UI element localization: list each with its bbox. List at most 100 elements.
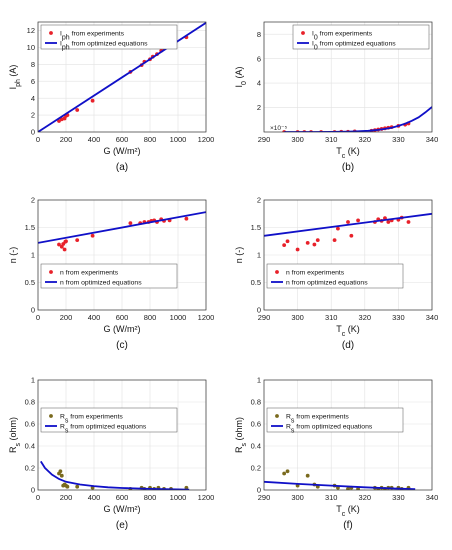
data-point — [57, 119, 61, 123]
y-axis-label: Rs (ohm) — [8, 417, 22, 453]
data-point — [285, 469, 290, 474]
legend-entry: I0 from optimized equations — [312, 41, 396, 52]
data-point — [59, 473, 64, 478]
y-tick-label: 1 — [257, 376, 261, 385]
y-tick-label: 12 — [27, 26, 35, 35]
x-tick-label: 200 — [60, 135, 73, 144]
panel-label: (a) — [116, 162, 128, 173]
legend-entry: Rs from experiments — [286, 414, 349, 425]
data-point — [75, 108, 80, 112]
x-axis-label: G (W/m²) — [104, 504, 141, 514]
data-point — [57, 242, 61, 247]
x-tick-label: 320 — [359, 135, 372, 144]
y-tick-label: 0 — [31, 128, 35, 137]
chart-panel-3: 0 200 400 600 800 1000 1200 0 0.5 1 1.5 2 G (W/m²) n … — [8, 196, 214, 351]
data-point — [346, 487, 350, 490]
legend-entry: n from experiments — [286, 270, 345, 277]
x-tick-label: 290 — [258, 135, 271, 144]
legend-box — [266, 407, 404, 433]
x-tick-label: 310 — [325, 313, 338, 322]
x-tick-label: 600 — [116, 493, 129, 502]
legend-entry: Rs from experiments — [60, 414, 123, 425]
x-tick-label: 800 — [144, 313, 157, 322]
data-point — [295, 247, 300, 252]
y-tick-label: 0 — [257, 306, 261, 315]
chart-panel-5: 0 200 400 600 800 1000 1200 0 0.2 0.4 0.6 0.8 1 G (W/… — [8, 376, 214, 531]
x-axis-label: Tc (K) — [336, 146, 360, 160]
x-tick-label: 600 — [116, 135, 129, 144]
data-point — [128, 221, 133, 226]
x-tick-label: 330 — [392, 313, 405, 322]
x-tick-label: 0 — [36, 135, 40, 144]
series-line — [40, 460, 190, 490]
legend-marker-swatch — [49, 414, 53, 418]
panel-label: (d) — [342, 340, 354, 351]
x-tick-label: 1000 — [170, 493, 187, 502]
axes-frame — [37, 379, 207, 491]
panel-label: (c) — [116, 340, 128, 351]
y-axis-label: Iph (A) — [8, 65, 22, 90]
plot-area — [264, 380, 432, 490]
legend-box — [40, 24, 178, 50]
panel-label: (e) — [116, 520, 128, 531]
x-tick-label: 330 — [392, 493, 405, 502]
y-tick-label: 2 — [257, 196, 261, 205]
legend-entry: Iph from experiments — [60, 31, 125, 42]
legend-marker-swatch — [49, 31, 53, 35]
x-tick-label: 600 — [116, 313, 129, 322]
x-tick-label: 400 — [88, 135, 101, 144]
y-tick-label: 1 — [31, 251, 35, 260]
axes-frame — [37, 21, 207, 133]
x-axis-label: G (W/m²) — [104, 146, 141, 156]
data-point — [386, 220, 391, 224]
x-tick-label: 310 — [325, 135, 338, 144]
x-axis-label: Tc (K) — [336, 504, 360, 518]
data-point — [346, 220, 350, 224]
data-point — [75, 238, 80, 243]
x-axis-label: Tc (K) — [336, 324, 360, 338]
y-tick-label: 0 — [257, 486, 261, 495]
x-tick-label: 340 — [426, 313, 439, 322]
y-tick-label: 0.6 — [251, 420, 261, 429]
y-tick-label: 8 — [257, 30, 261, 39]
axes-frame — [263, 379, 433, 491]
data-point — [315, 238, 320, 243]
x-tick-label: 200 — [60, 493, 73, 502]
legend-box — [40, 407, 178, 433]
panel-label: (b) — [342, 162, 354, 173]
x-tick-label: 300 — [291, 493, 304, 502]
axes-frame — [263, 199, 433, 311]
x-tick-label: 1000 — [170, 313, 187, 322]
legend-entry: Rs from optimized equations — [286, 424, 373, 435]
y-tick-label: 0.8 — [251, 398, 261, 407]
chart-panel-4: 290 300 310 320 330 340 0 0.5 1 1.5 2 Tc (K) n (-) (d… — [234, 196, 438, 351]
x-tick-label: 310 — [325, 493, 338, 502]
data-point — [184, 216, 189, 221]
data-point — [349, 233, 354, 238]
y-tick-label: 2 — [31, 111, 35, 120]
y-tick-label: 0.6 — [25, 420, 35, 429]
legend-entry: n from optimized equations — [286, 280, 368, 287]
series-group — [40, 460, 190, 490]
y-tick-label: 1.5 — [25, 223, 35, 232]
x-tick-label: 300 — [291, 135, 304, 144]
data-point — [65, 484, 70, 489]
y-tick-label: 0 — [31, 486, 35, 495]
data-point — [90, 98, 95, 103]
legend: n from experiments n from optimized equat… — [266, 263, 404, 289]
chart-panel-1: 0 200 400 600 800 1000 1200 0 2 4 6 8 10 12 G (W/m²) Ip… — [8, 21, 214, 173]
legend-marker-swatch — [275, 270, 279, 274]
series-line — [264, 480, 416, 490]
data-point — [285, 239, 290, 244]
x-tick-label: 1000 — [170, 135, 187, 144]
x-tick-label: 1200 — [198, 313, 215, 322]
x-tick-label: 320 — [359, 313, 372, 322]
data-point — [305, 241, 310, 245]
x-tick-label: 800 — [144, 135, 157, 144]
data-point — [62, 247, 67, 252]
data-point — [282, 243, 287, 248]
